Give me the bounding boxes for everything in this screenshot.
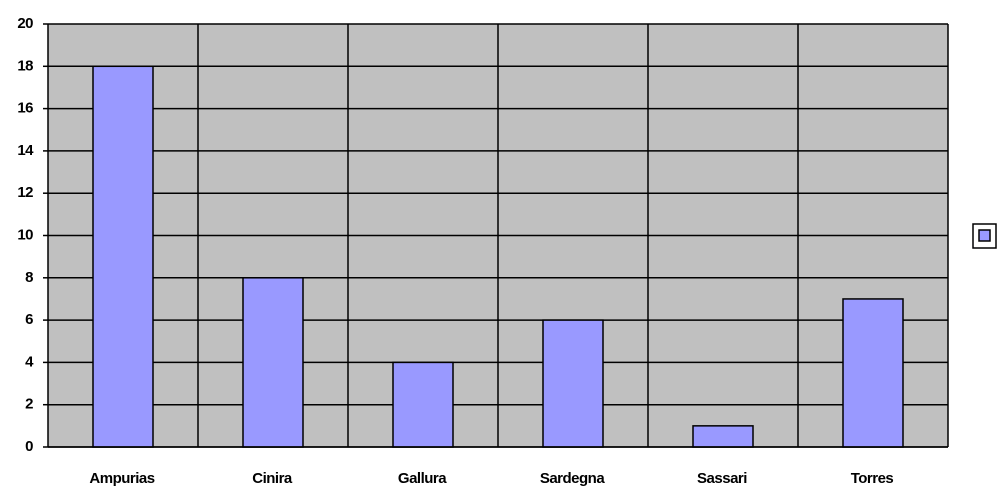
x-tick-label: Gallura <box>398 470 447 487</box>
y-tick-label: 0 <box>25 438 33 455</box>
x-tick-label: Torres <box>851 470 894 487</box>
bar <box>842 298 904 448</box>
y-tick-label: 12 <box>17 184 33 201</box>
x-tick-label: Ampurias <box>89 470 154 487</box>
y-tick-label: 2 <box>25 396 33 413</box>
y-tick-label: 6 <box>25 311 33 328</box>
bar <box>542 319 604 448</box>
y-tick-label: 10 <box>17 226 33 243</box>
x-tick-label: Cinira <box>252 470 293 487</box>
x-tick-label: Sardegna <box>540 470 606 487</box>
bar <box>392 361 454 448</box>
y-tick-label: 4 <box>25 353 34 370</box>
y-tick-label: 8 <box>25 269 33 286</box>
x-tick-label: Sassari <box>697 470 747 487</box>
legend-marker <box>978 229 991 242</box>
y-tick-label: 18 <box>17 57 33 74</box>
bar <box>92 65 154 448</box>
y-tick-label: 16 <box>17 100 33 117</box>
y-tick-label: 14 <box>17 142 34 159</box>
bar <box>242 277 304 448</box>
y-tick-label: 20 <box>17 15 33 32</box>
bar <box>692 425 754 448</box>
